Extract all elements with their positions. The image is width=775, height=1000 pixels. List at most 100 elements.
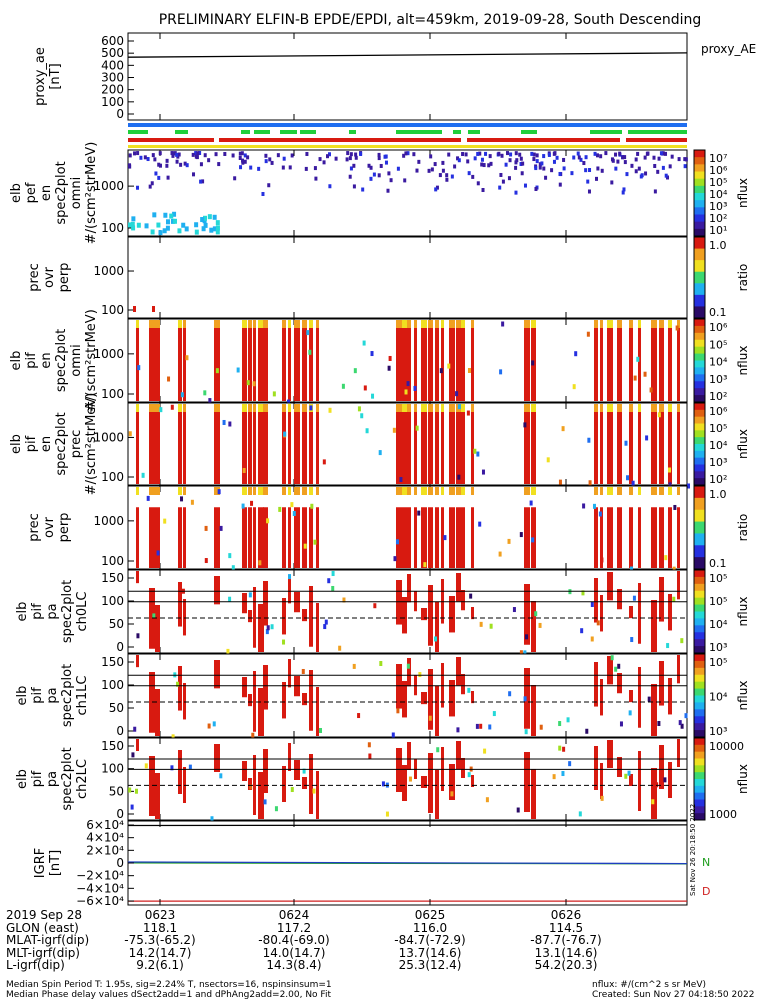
flux-cap: [253, 320, 256, 328]
flux-cell: [183, 161, 187, 166]
colorbar-band: [694, 260, 705, 273]
flux-cell: [328, 407, 332, 413]
flux-cell: [683, 164, 687, 169]
bar-green: [254, 130, 270, 134]
flux-cell: [158, 151, 162, 156]
flux-column: [316, 603, 319, 652]
flux-column: [668, 326, 672, 401]
colorbar-band: [694, 688, 705, 696]
ytick-label: 1000: [93, 514, 124, 528]
flux-cap: [253, 487, 256, 495]
flux-column: [316, 687, 319, 736]
flux-cell: [203, 390, 207, 396]
flux-cell: [434, 187, 438, 192]
flux-column: [421, 608, 427, 621]
flux-cell: [309, 405, 313, 411]
flux-cell: [288, 574, 292, 580]
bar-green: [280, 130, 297, 134]
flux-cell: [435, 185, 439, 190]
ylabel-line: spec2plot: [54, 412, 69, 475]
colorbar-band: [694, 681, 705, 690]
flux-cell: [586, 179, 590, 184]
flux-column: [651, 684, 657, 736]
flux-cell: [283, 431, 287, 437]
flux-cap: [294, 404, 300, 412]
bar-blue: [128, 123, 687, 127]
flux-column: [600, 679, 603, 716]
flux-cap: [396, 320, 402, 328]
flux-column: [407, 658, 411, 687]
flux-cell: [302, 768, 306, 774]
flux-column: [309, 670, 313, 731]
flux-cell: [595, 153, 599, 158]
flux-cap: [531, 404, 536, 412]
flux-column: [594, 326, 598, 401]
orbit-row-value: -75.3(-65.2): [124, 933, 196, 947]
flux-cell: [668, 482, 672, 488]
flux-cell: [623, 160, 627, 165]
flux-column: [282, 766, 286, 802]
flux-cell: [214, 152, 218, 157]
colorbar-band: [694, 457, 705, 465]
flux-cap: [651, 320, 657, 328]
flux-cell: [555, 155, 559, 160]
flux-column: [659, 577, 664, 622]
flux-cell: [306, 330, 310, 336]
flux-cell: [584, 155, 588, 160]
flux-column: [155, 410, 160, 484]
flux-column: [178, 410, 182, 484]
ylabel-line: perp: [57, 513, 72, 543]
ylabel-line: pif: [30, 603, 45, 620]
flux-column: [253, 410, 256, 484]
flux-column: [531, 601, 536, 652]
flux-cell: [352, 163, 356, 168]
ytick-label: 50: [109, 784, 124, 798]
flux-column: [253, 755, 256, 815]
flux-cap: [461, 320, 465, 328]
flux-cell: [266, 518, 270, 524]
flux-column: [421, 507, 427, 568]
flux-cell: [243, 159, 247, 164]
flux-column: [600, 595, 603, 632]
flux-column: [178, 582, 182, 627]
flux-cell: [617, 663, 621, 669]
ytick-label: 600: [101, 34, 124, 48]
flux-column: [136, 507, 139, 568]
flux-cell: [392, 427, 396, 433]
flux-cell: [156, 550, 160, 556]
flux-cap: [441, 320, 444, 328]
flux-column: [282, 682, 286, 719]
flux-cell: [577, 155, 581, 160]
flux-cap: [659, 320, 664, 328]
colorbar-tick-label: 10⁶: [709, 321, 728, 334]
flux-cell: [655, 782, 659, 788]
flux-cap: [677, 320, 680, 328]
flux-cell: [360, 413, 364, 419]
flux-cap: [214, 404, 220, 412]
colorbar-band: [694, 283, 705, 296]
flux-cell: [128, 431, 132, 437]
flux-cell: [190, 499, 194, 505]
flux-column: [263, 410, 268, 484]
flux-cell: [466, 410, 470, 416]
flux-column: [149, 326, 155, 401]
flux-column: [638, 667, 641, 728]
flux-cell: [198, 151, 202, 156]
colorbar-band: [694, 660, 705, 669]
flux-column: [402, 410, 407, 484]
flux-cap: [421, 320, 427, 328]
flux-column: [309, 410, 313, 484]
flux-cell: [621, 190, 625, 195]
flux-cell: [378, 450, 382, 456]
flux-cell: [604, 151, 608, 156]
flux-cell: [249, 784, 253, 790]
flux-cell: [248, 592, 252, 598]
flux-cell: [194, 151, 198, 156]
flux-column: [668, 507, 672, 568]
ytick-label: 100: [101, 95, 124, 109]
panel-frame: [127, 236, 688, 319]
flux-cap: [638, 320, 641, 328]
flux-column: [629, 507, 633, 568]
flux-cell: [514, 190, 518, 195]
flux-cell: [428, 715, 432, 721]
